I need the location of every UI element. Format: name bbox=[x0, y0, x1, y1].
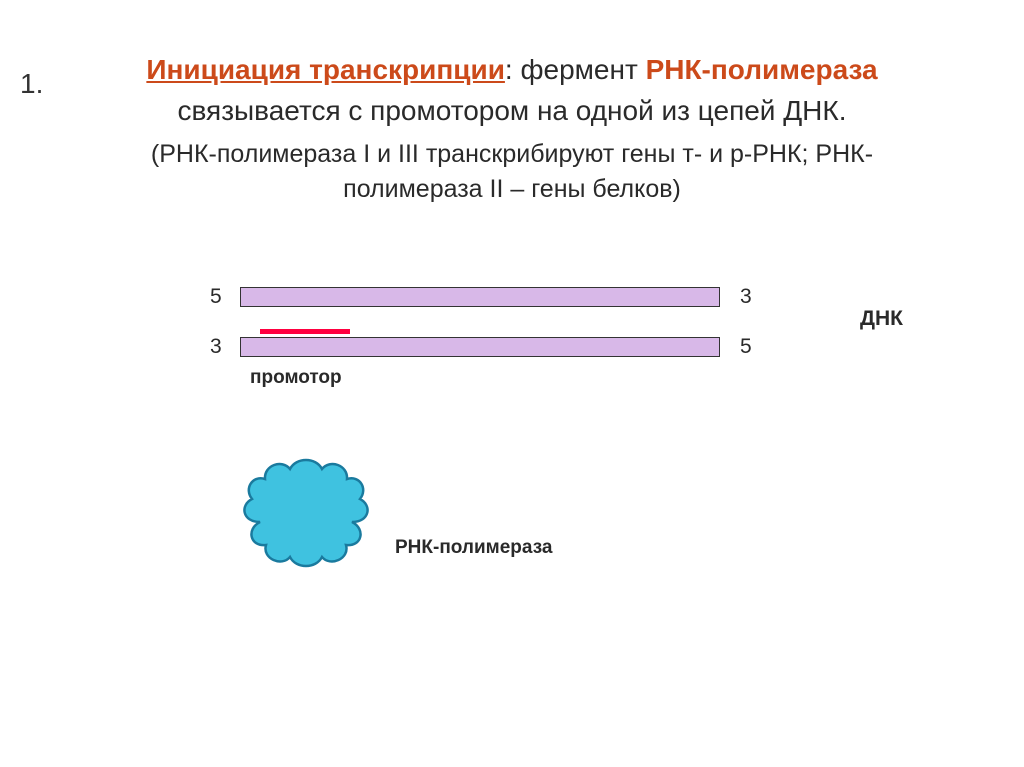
label-5-bottom-right: 5 bbox=[740, 335, 752, 359]
promoter-bar bbox=[260, 329, 350, 334]
label-3-bottom-left: 3 bbox=[210, 335, 222, 359]
rna-polymerase-icon bbox=[230, 447, 380, 572]
title-colon: : фермент bbox=[505, 54, 646, 85]
title-highlight: Инициация транскрипции bbox=[146, 54, 505, 85]
subtitle: (РНК-полимераза I и III транскрибируют г… bbox=[90, 137, 934, 207]
polymerase-label: РНК-полимераза bbox=[395, 537, 552, 559]
label-5-top-left: 5 bbox=[210, 285, 222, 309]
list-number: 1. bbox=[20, 68, 43, 100]
dna-label: ДНК bbox=[860, 307, 903, 331]
diagram: 5 3 3 5 ДНК промотор РНК-полимераза bbox=[60, 237, 964, 637]
dna-top-strand bbox=[240, 287, 720, 307]
title-enzyme: РНК-полимераза bbox=[646, 54, 878, 85]
label-3-top-right: 3 bbox=[740, 285, 752, 309]
heading-block: Инициация транскрипции: фермент РНК-поли… bbox=[90, 50, 934, 207]
title-line: Инициация транскрипции: фермент РНК-поли… bbox=[90, 50, 934, 131]
title-rest: связывается с промотором на одной из цеп… bbox=[177, 95, 846, 126]
promoter-label: промотор bbox=[250, 367, 342, 389]
dna-bottom-strand bbox=[240, 337, 720, 357]
